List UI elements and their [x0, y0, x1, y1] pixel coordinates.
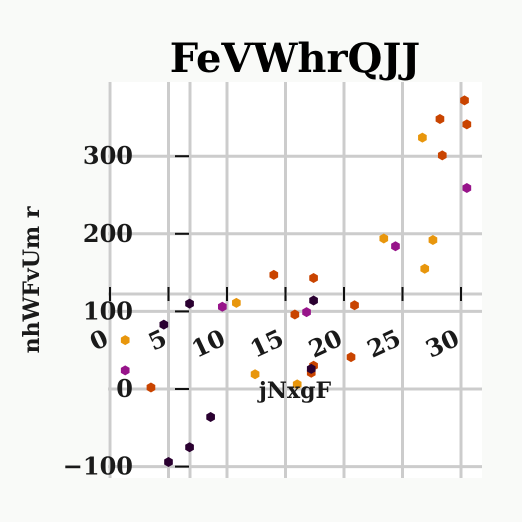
- data-point: [217, 301, 227, 312]
- data-point: [350, 300, 359, 311]
- plot-area: [108, 82, 482, 478]
- y-tick-label: 100: [83, 296, 133, 325]
- data-point: [185, 442, 194, 453]
- data-point: [185, 298, 194, 309]
- data-point: [250, 369, 260, 380]
- data-point: [309, 295, 318, 306]
- data-point: [269, 269, 279, 280]
- data-point: [420, 263, 430, 274]
- data-point: [391, 241, 400, 252]
- data-point: [292, 379, 302, 390]
- y-axis-label: nhWFvUm r: [19, 206, 45, 353]
- data-point: [418, 132, 427, 143]
- data-point: [437, 150, 447, 161]
- y-tick-labels: −100 0 100 200 300: [63, 141, 189, 481]
- data-point: [159, 319, 169, 330]
- data-point: [435, 113, 445, 124]
- data-point: [290, 309, 300, 320]
- x-axis-label: jNxgF: [257, 378, 332, 404]
- data-point: [120, 335, 130, 346]
- data-point: [346, 352, 356, 363]
- y-tick-label: 0: [116, 374, 133, 403]
- data-point: [428, 235, 438, 246]
- data-points: [120, 95, 472, 467]
- y-tick-label: −100: [63, 452, 133, 481]
- y-tick-label: 200: [83, 219, 133, 248]
- data-point: [164, 456, 173, 467]
- data-point: [120, 365, 130, 376]
- data-point: [460, 95, 469, 106]
- data-point: [146, 382, 156, 393]
- data-point: [206, 411, 215, 422]
- data-point: [306, 363, 316, 374]
- data-point: [232, 297, 241, 308]
- chart-title: FeVWhrQJJ: [170, 35, 420, 82]
- data-point: [379, 233, 389, 244]
- data-point: [462, 119, 472, 130]
- data-point: [302, 307, 311, 318]
- data-point: [309, 273, 318, 284]
- data-point: [462, 183, 472, 194]
- y-tick-label: 300: [83, 141, 133, 170]
